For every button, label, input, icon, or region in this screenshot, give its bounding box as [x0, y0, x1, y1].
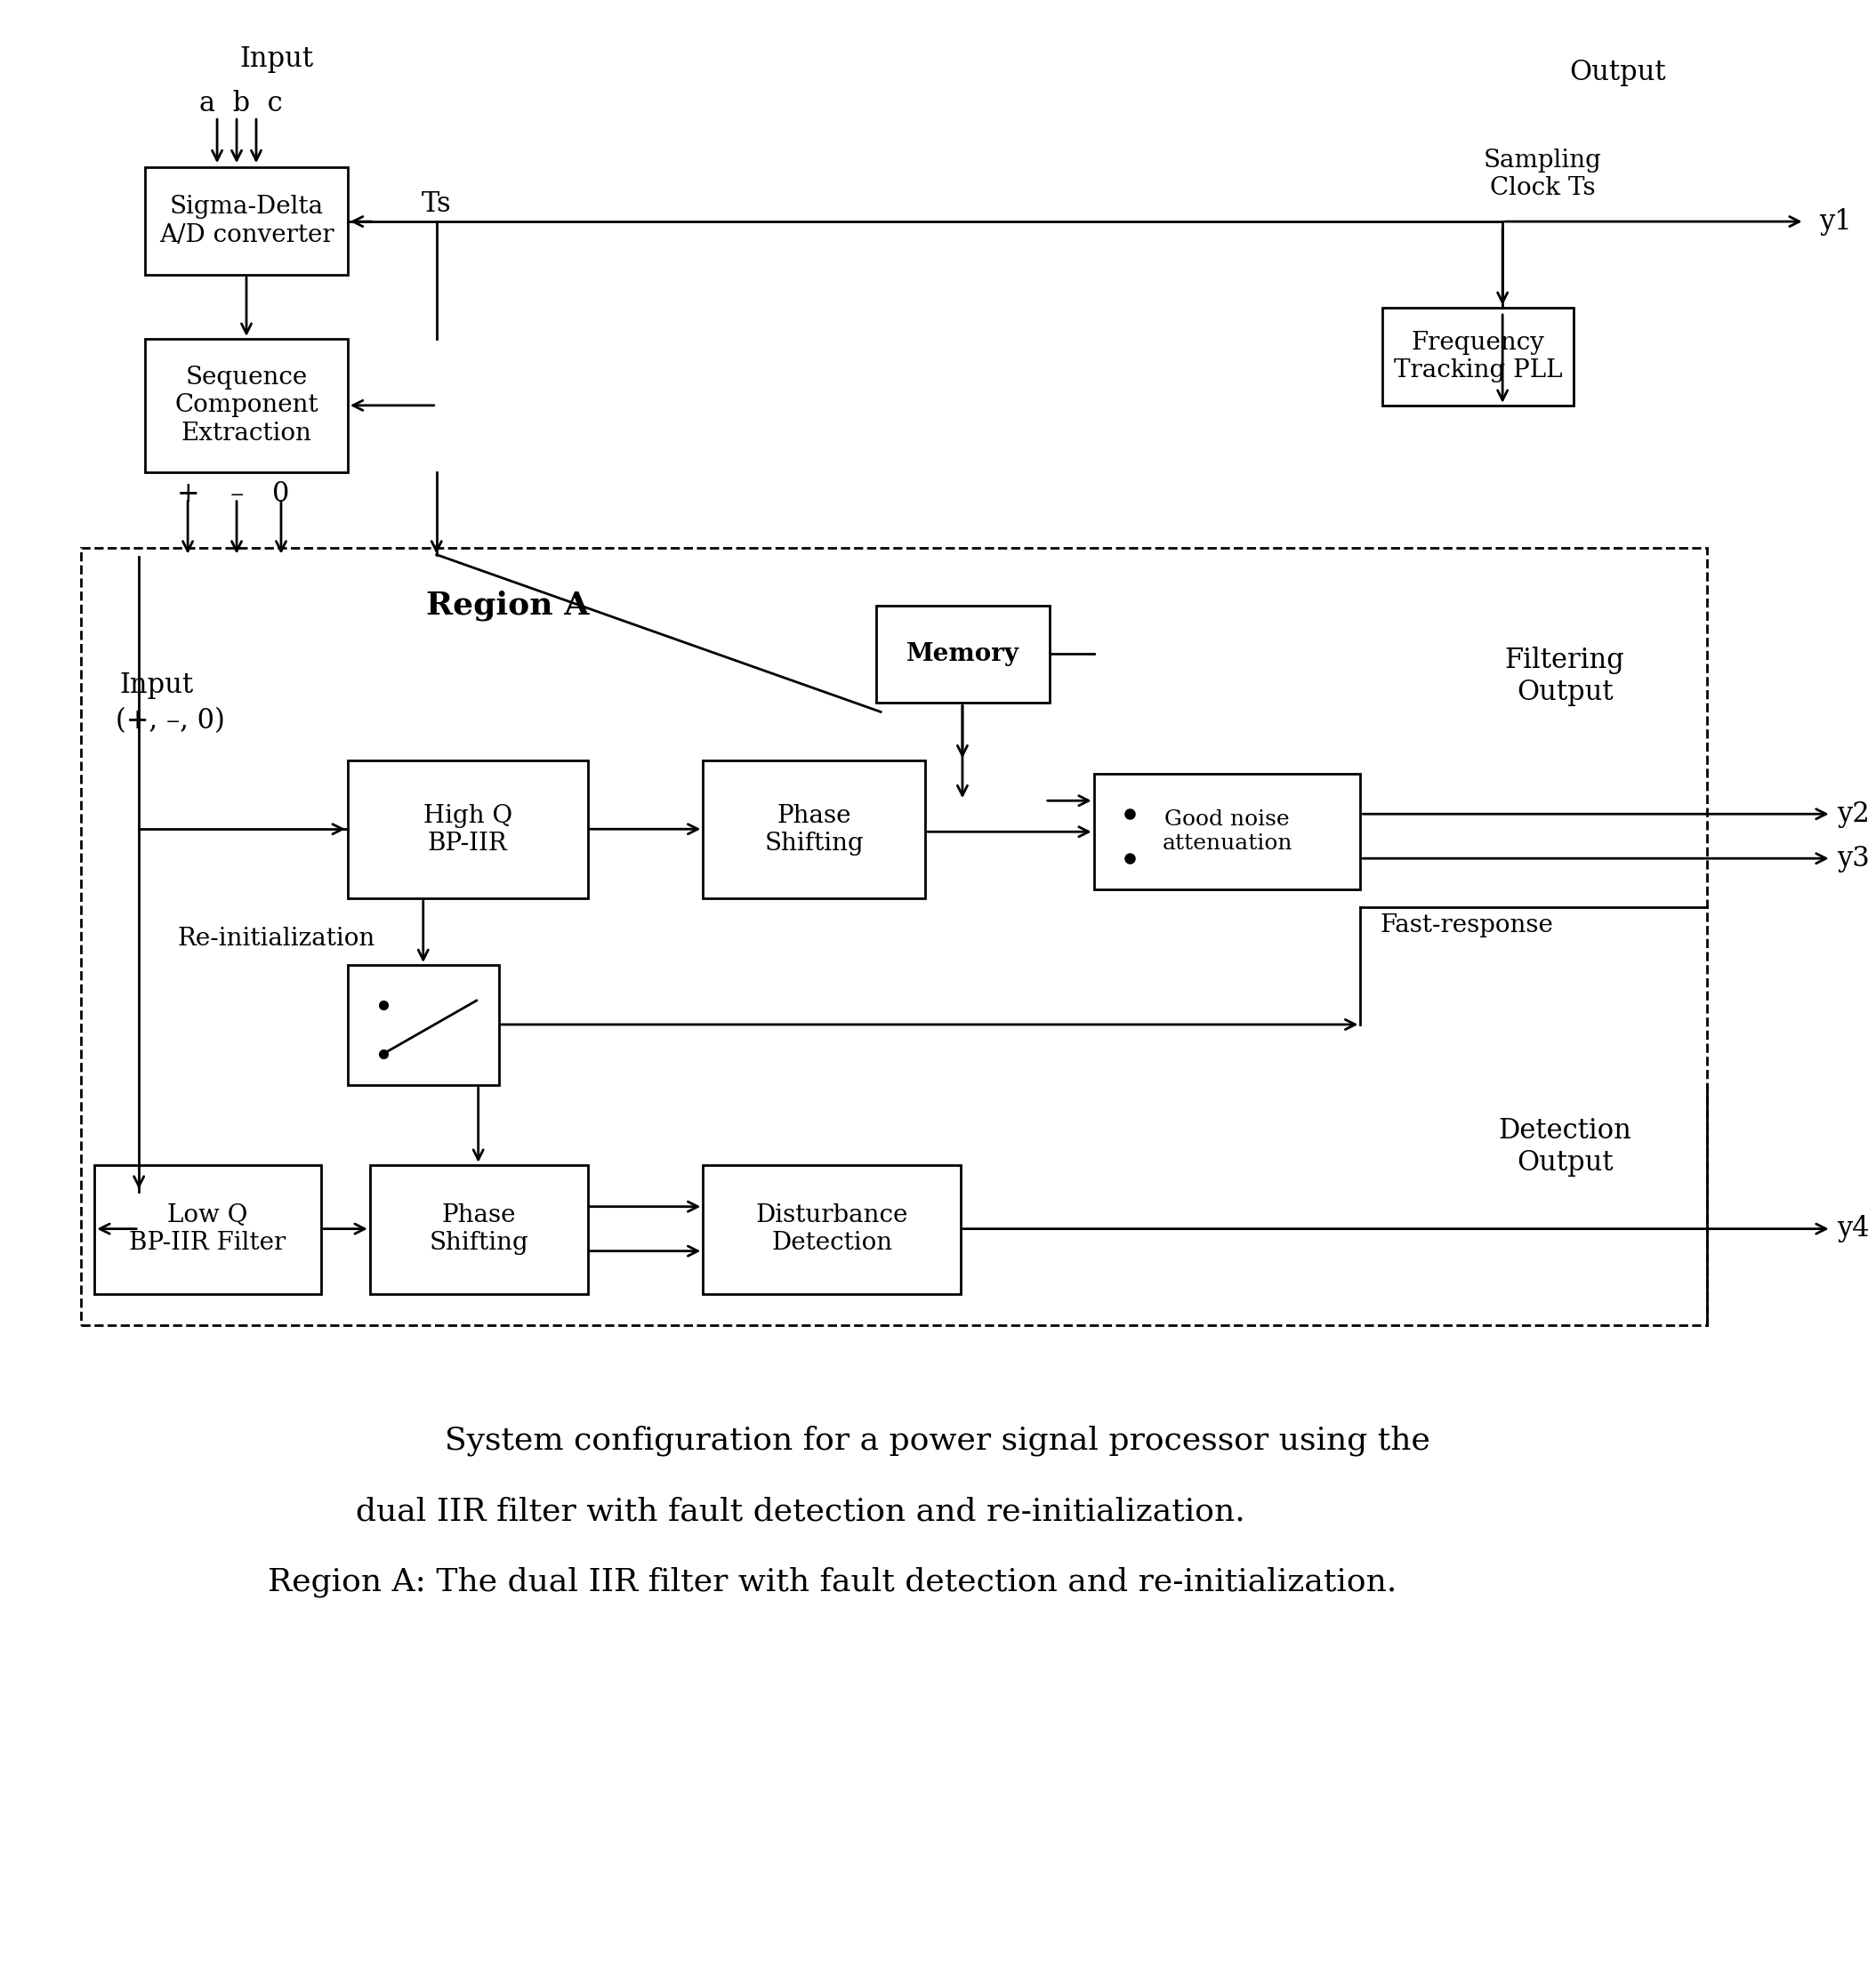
Bar: [370, 1164, 587, 1294]
Text: Input: Input: [240, 45, 313, 73]
Bar: [347, 760, 587, 898]
Text: Re-initialization: Re-initialization: [178, 926, 375, 950]
Text: Memory: Memory: [906, 642, 1019, 666]
Text: Fast-response: Fast-response: [1381, 912, 1553, 938]
Bar: [1383, 307, 1574, 406]
Bar: [704, 760, 925, 898]
Text: –: –: [229, 481, 244, 508]
Bar: [81, 548, 1707, 1324]
Bar: [144, 339, 347, 473]
Text: Disturbance
Detection: Disturbance Detection: [756, 1204, 908, 1255]
Text: 0: 0: [272, 481, 289, 508]
Text: Filtering
Output: Filtering Output: [1505, 646, 1625, 705]
Text: High Q
BP-IIR: High Q BP-IIR: [424, 804, 512, 855]
Text: Good noise
attenuation: Good noise attenuation: [1161, 810, 1293, 853]
Text: Sampling
Clock Ts: Sampling Clock Ts: [1484, 148, 1602, 201]
Text: Sigma-Delta
A/D converter: Sigma-Delta A/D converter: [159, 195, 334, 246]
Text: dual IIR filter with fault detection and re-initialization.: dual IIR filter with fault detection and…: [356, 1495, 1246, 1527]
Bar: [1094, 774, 1360, 890]
Text: Output: Output: [1570, 59, 1666, 87]
Bar: [704, 1164, 961, 1294]
Bar: [347, 965, 499, 1085]
Text: Frequency
Tracking PLL: Frequency Tracking PLL: [1394, 331, 1563, 382]
Text: Input: Input: [120, 672, 193, 699]
Text: System configuration for a power signal processor using the: System configuration for a power signal …: [445, 1424, 1430, 1456]
Text: (+, –, 0): (+, –, 0): [114, 707, 225, 735]
Text: Ts: Ts: [422, 189, 452, 217]
Text: y4: y4: [1837, 1215, 1870, 1243]
Text: Phase
Shifting: Phase Shifting: [764, 804, 863, 855]
Text: a  b  c: a b c: [199, 89, 283, 116]
Bar: [144, 167, 347, 276]
Bar: [94, 1164, 321, 1294]
Text: Low Q
BP-IIR Filter: Low Q BP-IIR Filter: [129, 1204, 287, 1255]
Text: y1: y1: [1820, 207, 1852, 234]
Text: Region A: The dual IIR filter with fault detection and re-initialization.: Region A: The dual IIR filter with fault…: [268, 1566, 1398, 1598]
Text: Phase
Shifting: Phase Shifting: [430, 1204, 529, 1255]
Text: Detection
Output: Detection Output: [1499, 1117, 1632, 1176]
Text: y2: y2: [1837, 800, 1870, 827]
Text: y3: y3: [1837, 845, 1870, 873]
Text: +: +: [176, 481, 199, 508]
Bar: [876, 605, 1049, 703]
Text: Region A: Region A: [426, 589, 589, 621]
Text: Sequence
Component
Extraction: Sequence Component Extraction: [174, 366, 319, 445]
